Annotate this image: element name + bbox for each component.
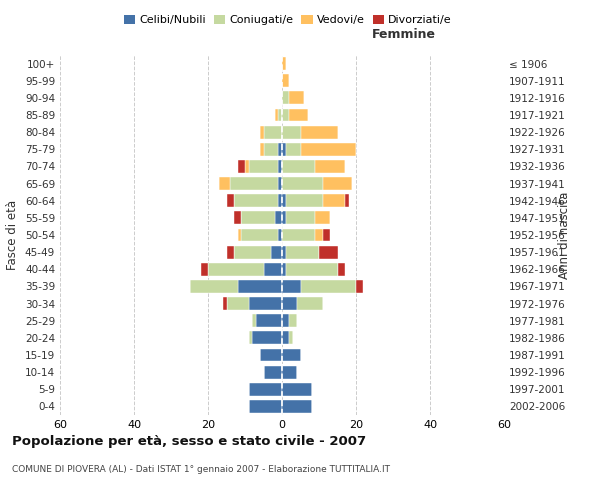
- Bar: [356, 280, 364, 293]
- Bar: [323, 194, 345, 207]
- Bar: [282, 228, 316, 241]
- Bar: [282, 348, 301, 362]
- Bar: [301, 280, 356, 293]
- Bar: [286, 212, 316, 224]
- Bar: [278, 228, 282, 241]
- Bar: [282, 108, 289, 122]
- Bar: [282, 92, 289, 104]
- Text: COMUNE DI PIOVERA (AL) - Dati ISTAT 1° gennaio 2007 - Elaborazione TUTTITALIA.IT: COMUNE DI PIOVERA (AL) - Dati ISTAT 1° g…: [12, 465, 390, 474]
- Bar: [275, 108, 278, 122]
- Bar: [238, 280, 282, 293]
- Bar: [249, 160, 278, 173]
- Bar: [249, 297, 282, 310]
- Bar: [234, 194, 278, 207]
- Bar: [278, 177, 282, 190]
- Bar: [263, 143, 278, 156]
- Text: Femmine: Femmine: [372, 28, 436, 40]
- Bar: [337, 263, 345, 276]
- Bar: [286, 263, 337, 276]
- Bar: [238, 228, 241, 241]
- Y-axis label: Anni di nascita: Anni di nascita: [558, 192, 571, 278]
- Bar: [238, 160, 245, 173]
- Bar: [282, 160, 316, 173]
- Legend: Celibi/Nubili, Coniugati/e, Vedovi/e, Divorziati/e: Celibi/Nubili, Coniugati/e, Vedovi/e, Di…: [120, 10, 456, 30]
- Bar: [282, 246, 286, 258]
- Bar: [301, 143, 356, 156]
- Bar: [278, 108, 282, 122]
- Bar: [282, 57, 286, 70]
- Bar: [223, 297, 227, 310]
- Bar: [323, 228, 330, 241]
- Bar: [263, 366, 282, 378]
- Bar: [278, 160, 282, 173]
- Bar: [323, 177, 352, 190]
- Bar: [282, 74, 289, 87]
- Bar: [253, 332, 282, 344]
- Bar: [275, 212, 282, 224]
- Bar: [245, 160, 249, 173]
- Bar: [260, 126, 263, 138]
- Bar: [282, 194, 286, 207]
- Bar: [316, 160, 345, 173]
- Bar: [234, 246, 271, 258]
- Bar: [289, 314, 297, 327]
- Bar: [282, 212, 286, 224]
- Bar: [282, 143, 286, 156]
- Bar: [282, 366, 297, 378]
- Bar: [208, 263, 263, 276]
- Bar: [316, 228, 323, 241]
- Bar: [301, 126, 337, 138]
- Bar: [263, 263, 282, 276]
- Bar: [282, 297, 297, 310]
- Bar: [282, 332, 289, 344]
- Bar: [289, 108, 308, 122]
- Bar: [227, 246, 234, 258]
- Bar: [316, 212, 330, 224]
- Bar: [260, 348, 282, 362]
- Bar: [249, 383, 282, 396]
- Bar: [234, 212, 241, 224]
- Bar: [241, 228, 278, 241]
- Bar: [286, 246, 319, 258]
- Bar: [286, 143, 301, 156]
- Bar: [253, 314, 256, 327]
- Bar: [227, 194, 234, 207]
- Bar: [282, 314, 289, 327]
- Bar: [241, 212, 275, 224]
- Bar: [289, 332, 293, 344]
- Bar: [230, 177, 278, 190]
- Y-axis label: Fasce di età: Fasce di età: [7, 200, 19, 270]
- Bar: [256, 314, 282, 327]
- Bar: [249, 332, 253, 344]
- Bar: [282, 126, 301, 138]
- Bar: [282, 400, 311, 413]
- Text: Popolazione per età, sesso e stato civile - 2007: Popolazione per età, sesso e stato civil…: [12, 435, 366, 448]
- Bar: [249, 400, 282, 413]
- Bar: [319, 246, 337, 258]
- Bar: [227, 297, 249, 310]
- Bar: [289, 92, 304, 104]
- Bar: [219, 177, 230, 190]
- Bar: [345, 194, 349, 207]
- Bar: [260, 143, 263, 156]
- Bar: [286, 194, 323, 207]
- Bar: [282, 280, 301, 293]
- Bar: [278, 143, 282, 156]
- Bar: [271, 246, 282, 258]
- Bar: [190, 280, 238, 293]
- Bar: [282, 177, 323, 190]
- Bar: [297, 297, 323, 310]
- Bar: [263, 126, 282, 138]
- Bar: [200, 263, 208, 276]
- Bar: [282, 263, 286, 276]
- Bar: [278, 194, 282, 207]
- Bar: [282, 383, 311, 396]
